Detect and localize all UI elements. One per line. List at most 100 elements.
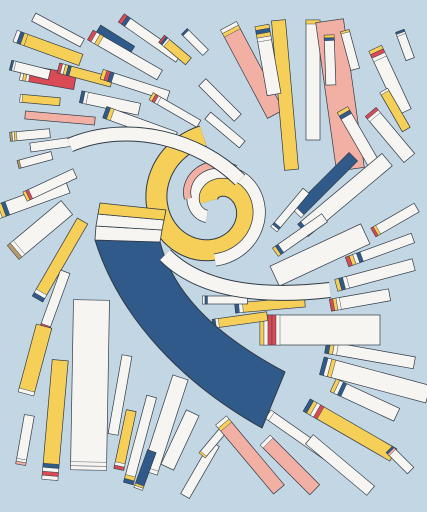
color-band bbox=[222, 24, 241, 38]
paper-strip bbox=[148, 92, 202, 128]
paper-strip bbox=[323, 34, 337, 86]
paper-strip bbox=[270, 187, 310, 233]
color-band bbox=[338, 109, 352, 120]
color-band bbox=[275, 314, 281, 346]
paper-strip bbox=[117, 13, 183, 63]
paper-strip bbox=[368, 44, 412, 116]
paper-strip bbox=[344, 232, 416, 268]
color-band bbox=[70, 461, 107, 467]
paper-strip bbox=[78, 90, 142, 116]
color-band bbox=[65, 65, 72, 77]
paper-strip bbox=[113, 409, 137, 471]
paper-strip bbox=[19, 93, 61, 107]
paper-strip bbox=[305, 434, 375, 496]
paper-strip bbox=[99, 68, 171, 102]
color-band bbox=[202, 295, 206, 305]
strip-body bbox=[31, 12, 85, 48]
color-band bbox=[154, 95, 162, 105]
color-band bbox=[13, 131, 18, 142]
paper-strip bbox=[215, 415, 285, 495]
paper-strip bbox=[385, 445, 415, 475]
strip-body bbox=[24, 110, 96, 126]
strip-body bbox=[305, 434, 375, 496]
color-band bbox=[34, 288, 47, 299]
color-band bbox=[20, 32, 29, 46]
color-band bbox=[372, 225, 381, 236]
lower-arc-white bbox=[160, 249, 331, 300]
paper-strip bbox=[364, 107, 416, 163]
color-band bbox=[335, 297, 342, 311]
paper-strip bbox=[379, 87, 411, 133]
paper-strip bbox=[133, 449, 157, 491]
color-band bbox=[356, 251, 364, 263]
color-band bbox=[16, 159, 22, 169]
color-band bbox=[396, 31, 406, 37]
color-band bbox=[17, 387, 35, 397]
color-band bbox=[42, 462, 60, 469]
paper-strip bbox=[16, 151, 54, 169]
color-band bbox=[198, 450, 207, 459]
paper-strip bbox=[6, 200, 74, 260]
paper-strip bbox=[329, 288, 391, 312]
paper-strip bbox=[340, 29, 360, 71]
color-band bbox=[161, 37, 170, 47]
strip-body bbox=[107, 354, 133, 436]
paper-strip bbox=[259, 434, 321, 496]
color-band bbox=[106, 107, 115, 121]
color-band bbox=[275, 244, 285, 255]
paper-strip bbox=[269, 223, 371, 287]
color-band bbox=[256, 35, 272, 43]
paper-strip bbox=[87, 29, 163, 81]
color-band bbox=[367, 109, 381, 122]
color-band bbox=[121, 15, 131, 27]
color-band bbox=[379, 87, 390, 96]
color-band bbox=[107, 71, 115, 83]
color-band bbox=[204, 295, 208, 305]
paper-strip bbox=[395, 28, 415, 62]
strip-body bbox=[198, 78, 242, 122]
paper-strip bbox=[31, 217, 89, 303]
strip-body bbox=[269, 223, 371, 287]
color-band bbox=[114, 461, 126, 468]
paper-strip bbox=[15, 414, 35, 466]
navy-sweep bbox=[94, 239, 286, 429]
navy-sweep-cap bbox=[97, 202, 167, 221]
paper-strip bbox=[202, 295, 248, 305]
paper-strip bbox=[271, 19, 299, 171]
swirl-layer bbox=[67, 125, 331, 429]
color-band bbox=[267, 314, 273, 346]
color-band bbox=[82, 91, 89, 105]
color-band bbox=[134, 482, 145, 489]
color-band bbox=[25, 189, 33, 201]
color-band bbox=[313, 404, 325, 420]
color-band bbox=[181, 28, 190, 37]
paper-strip bbox=[12, 29, 84, 67]
paper-strip bbox=[31, 12, 85, 48]
strip-body bbox=[70, 299, 110, 471]
color-band bbox=[10, 240, 26, 258]
color-band bbox=[15, 458, 27, 463]
paper-strip bbox=[123, 394, 157, 486]
color-band bbox=[272, 222, 281, 230]
paper-strip bbox=[158, 34, 192, 66]
paper-strip bbox=[107, 354, 133, 436]
color-band bbox=[1, 201, 11, 217]
color-band bbox=[371, 52, 387, 63]
paper-strip bbox=[370, 202, 420, 238]
paper-strip bbox=[336, 106, 384, 174]
strip-layer bbox=[0, 12, 427, 499]
color-band bbox=[324, 37, 335, 41]
color-band bbox=[271, 314, 277, 346]
paper-strip bbox=[254, 23, 282, 97]
color-band bbox=[260, 435, 274, 449]
color-band bbox=[342, 276, 350, 290]
color-band bbox=[340, 29, 350, 35]
color-band bbox=[19, 94, 23, 103]
strip-body bbox=[160, 409, 200, 471]
color-band bbox=[327, 358, 337, 378]
strip-body bbox=[204, 111, 246, 149]
upper-arc-white bbox=[67, 127, 245, 185]
paper-strip bbox=[181, 28, 209, 56]
paper-strip bbox=[160, 409, 200, 471]
